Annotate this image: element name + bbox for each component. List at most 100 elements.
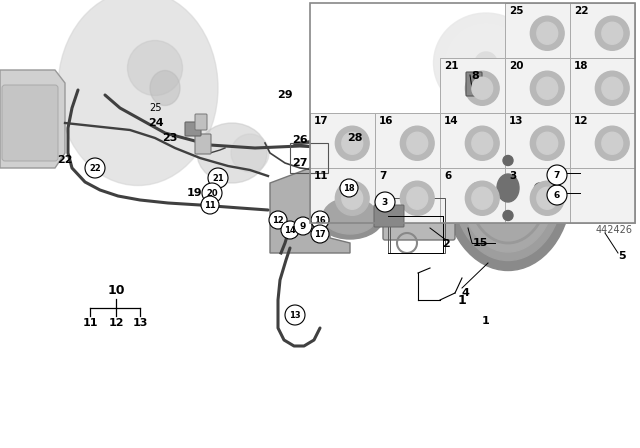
Ellipse shape (316, 193, 384, 239)
Ellipse shape (465, 181, 499, 215)
Text: 11: 11 (83, 318, 98, 328)
Text: 6: 6 (444, 171, 451, 181)
Ellipse shape (461, 124, 556, 252)
Bar (505, 113, 570, 168)
Text: 14: 14 (284, 225, 296, 234)
FancyBboxPatch shape (185, 122, 201, 136)
Ellipse shape (531, 126, 564, 160)
Ellipse shape (537, 187, 557, 209)
Bar (570, 113, 635, 168)
Text: 12: 12 (574, 116, 589, 126)
Text: 21: 21 (212, 173, 224, 182)
Circle shape (503, 211, 513, 220)
FancyBboxPatch shape (383, 186, 455, 240)
Text: 14: 14 (444, 116, 459, 126)
Ellipse shape (342, 187, 363, 209)
Text: 8: 8 (471, 71, 479, 81)
Bar (388, 216, 443, 253)
Bar (310, 3, 635, 223)
Ellipse shape (472, 132, 493, 154)
Text: 26: 26 (292, 135, 308, 145)
Ellipse shape (401, 181, 434, 215)
Text: 22: 22 (57, 155, 73, 165)
Ellipse shape (595, 71, 629, 105)
Bar (570, 168, 635, 223)
Circle shape (311, 211, 329, 229)
Text: 13: 13 (132, 318, 148, 328)
Text: 1: 1 (458, 293, 467, 306)
Ellipse shape (407, 187, 428, 209)
Ellipse shape (407, 132, 428, 154)
Text: 10: 10 (108, 284, 125, 297)
Ellipse shape (537, 77, 557, 99)
Text: 24: 24 (148, 118, 164, 128)
Circle shape (534, 183, 545, 193)
Text: 442426: 442426 (596, 225, 633, 235)
Circle shape (503, 155, 513, 165)
Bar (505, 58, 570, 113)
Ellipse shape (531, 16, 564, 50)
Polygon shape (270, 168, 350, 253)
Ellipse shape (465, 126, 499, 160)
Ellipse shape (150, 70, 180, 105)
Ellipse shape (401, 126, 434, 160)
FancyBboxPatch shape (374, 205, 404, 227)
Bar (505, 168, 570, 223)
FancyBboxPatch shape (195, 134, 211, 154)
Text: 13: 13 (289, 310, 301, 319)
Bar (440, 113, 505, 168)
Ellipse shape (342, 132, 363, 154)
Text: 22: 22 (574, 6, 589, 16)
Bar (570, 58, 635, 113)
Text: 19: 19 (187, 188, 203, 198)
Text: 20: 20 (509, 61, 524, 71)
Text: 28: 28 (348, 133, 363, 143)
Circle shape (294, 217, 312, 235)
Ellipse shape (531, 71, 564, 105)
Circle shape (85, 158, 105, 178)
Bar (570, 3, 635, 58)
Text: 3: 3 (509, 171, 516, 181)
FancyBboxPatch shape (573, 192, 593, 208)
Bar (375, 168, 440, 223)
Text: 29: 29 (277, 90, 293, 100)
FancyBboxPatch shape (573, 160, 593, 176)
Circle shape (208, 168, 228, 188)
Circle shape (281, 221, 299, 239)
Circle shape (547, 165, 567, 185)
Text: 25: 25 (509, 6, 524, 16)
Text: 1: 1 (482, 316, 490, 326)
Circle shape (340, 179, 358, 197)
Ellipse shape (465, 71, 499, 105)
Bar (375, 113, 440, 168)
Text: 17: 17 (314, 116, 328, 126)
Ellipse shape (475, 52, 497, 74)
Ellipse shape (231, 134, 269, 172)
Circle shape (375, 192, 395, 212)
Ellipse shape (58, 0, 218, 185)
Ellipse shape (497, 174, 519, 202)
Ellipse shape (591, 163, 611, 193)
Text: 12: 12 (108, 318, 124, 328)
Text: 23: 23 (163, 133, 178, 143)
Text: 20: 20 (206, 189, 218, 198)
Ellipse shape (602, 22, 623, 44)
Bar (440, 168, 505, 223)
Circle shape (311, 225, 329, 243)
Text: 11: 11 (314, 171, 328, 181)
FancyBboxPatch shape (2, 85, 58, 161)
Bar (310, 113, 375, 168)
Bar (310, 168, 375, 223)
Ellipse shape (127, 40, 182, 95)
Text: 11: 11 (204, 201, 216, 210)
Text: 18: 18 (343, 184, 355, 193)
Ellipse shape (602, 132, 623, 154)
Text: 4: 4 (461, 288, 469, 298)
Text: 16: 16 (379, 116, 394, 126)
Circle shape (269, 211, 287, 229)
Circle shape (285, 305, 305, 325)
Bar (290, 143, 328, 173)
Text: 7: 7 (379, 171, 387, 181)
Text: 6: 6 (554, 190, 560, 199)
Text: 25: 25 (150, 103, 163, 113)
